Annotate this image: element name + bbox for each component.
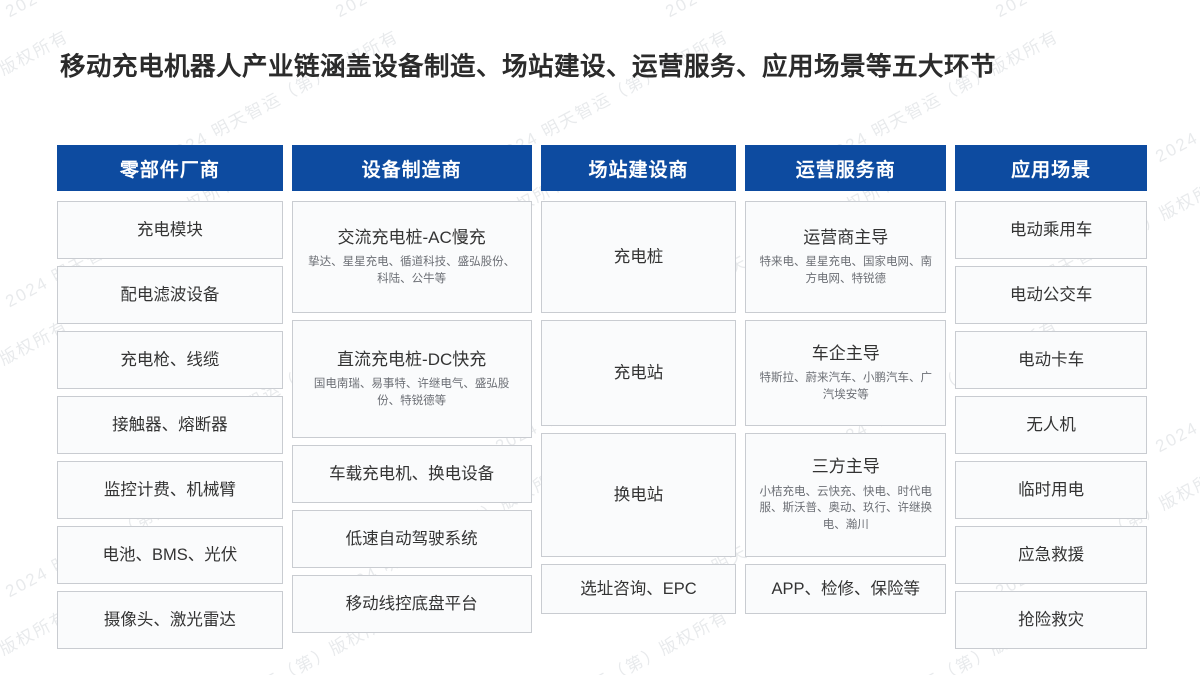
chain-column-equipment-manufacturers: 设备制造商 交流充电桩-AC慢充 挚达、星星充电、循道科技、盛弘股份、科陆、公牛… [291,145,532,649]
chain-cell[interactable]: 电动公交车 [955,266,1147,324]
chain-cell[interactable]: 直流充电桩-DC快充 国电南瑞、易事特、许继电气、盛弘股份、特锐德等 [291,320,532,438]
chain-cell[interactable]: 充电枪、线缆 [57,331,283,389]
cell-title: 电动公交车 [1009,285,1093,304]
chain-cell[interactable]: 临时用电 [955,461,1147,519]
industry-chain-grid: 零部件厂商 充电模块 配电滤波设备 充电枪、线缆 接触器、熔断器 监控计费、机械… [57,145,1147,649]
chain-cell[interactable]: 电动乘用车 [955,201,1147,259]
cell-title: 电动乘用车 [1009,220,1093,239]
chain-cell[interactable]: 三方主导 小桔充电、云快充、快电、时代电服、斯沃普、奥动、玖行、许继换电、瀚川 [745,433,947,557]
chain-cell[interactable]: 充电站 [540,320,737,426]
cell-title: 三方主导 [811,457,880,477]
chain-cell[interactable]: 低速自动驾驶系统 [291,510,532,568]
cell-title: 车企主导 [811,343,880,363]
chain-column-operation-service-providers: 运营服务商 运营商主导 特来电、星星充电、国家电网、南方电网、特锐德 车企主导 … [745,145,947,649]
cell-title: 电动卡车 [1018,350,1085,369]
cell-title: 车载充电机、换电设备 [329,464,495,483]
cell-title: 运营商主导 [803,227,889,247]
cell-title: 选址咨询、EPC [580,579,697,598]
chain-cell[interactable]: 充电模块 [57,201,283,259]
cell-title: 移动线控底盘平台 [345,594,478,613]
column-header-components-suppliers: 零部件厂商 [57,145,283,191]
cell-title: 监控计费、机械臂 [103,480,236,499]
cell-title: 配电滤波设备 [120,285,220,304]
chain-cell[interactable]: 抢险救灾 [955,591,1147,649]
chain-cell[interactable]: 车企主导 特斯拉、蔚来汽车、小鹏汽车、广汽埃安等 [745,320,947,426]
cell-title: 直流充电桩-DC快充 [337,349,487,369]
chain-cell[interactable]: 交流充电桩-AC慢充 挚达、星星充电、循道科技、盛弘股份、科陆、公牛等 [291,201,532,313]
chain-cell[interactable]: 无人机 [955,396,1147,454]
cell-title: 接触器、熔断器 [112,415,228,434]
cell-title: 摄像头、激光雷达 [103,610,236,629]
cell-title: 抢险救灾 [1018,610,1085,629]
chain-cell[interactable]: 车载充电机、换电设备 [291,445,532,503]
chain-cell[interactable]: 电动卡车 [955,331,1147,389]
column-header-application-scenarios: 应用场景 [955,145,1147,191]
cell-title: 充电枪、线缆 [120,350,220,369]
chain-cell[interactable]: 运营商主导 特来电、星星充电、国家电网、南方电网、特锐德 [745,201,947,313]
cell-title: 临时用电 [1018,480,1085,499]
cell-title: 低速自动驾驶系统 [345,529,478,548]
column-header-station-builders: 场站建设商 [540,145,737,191]
column-header-equipment-manufacturers: 设备制造商 [291,145,532,191]
chain-cell[interactable]: APP、检修、保险等 [745,564,947,614]
page-title: 移动充电机器人产业链涵盖设备制造、场站建设、运营服务、应用场景等五大环节 [60,53,997,81]
cell-title: APP、检修、保险等 [771,579,921,598]
chain-column-components-suppliers: 零部件厂商 充电模块 配电滤波设备 充电枪、线缆 接触器、熔断器 监控计费、机械… [57,145,283,649]
chain-column-application-scenarios: 应用场景 电动乘用车 电动公交车 电动卡车 无人机 临时用电 应急救援 抢险救灾 [955,145,1147,649]
cell-title: 应急救援 [1018,545,1085,564]
chain-cell[interactable]: 充电桩 [540,201,737,313]
chain-cell[interactable]: 摄像头、激光雷达 [57,591,283,649]
cell-title: 充电模块 [136,220,203,239]
chain-cell[interactable]: 移动线控底盘平台 [291,575,532,633]
cell-subtext: 挚达、星星充电、循道科技、盛弘股份、科陆、公牛等 [308,255,516,285]
cell-subtext: 特斯拉、蔚来汽车、小鹏汽车、广汽埃安等 [759,371,933,401]
cell-title: 无人机 [1026,415,1076,434]
cell-subtext: 小桔充电、云快充、快电、时代电服、斯沃普、奥动、玖行、许继换电、瀚川 [759,485,933,531]
chain-column-station-builders: 场站建设商 充电桩 充电站 换电站 选址咨询、EPC [540,145,737,649]
cell-subtext: 特来电、星星充电、国家电网、南方电网、特锐德 [759,255,933,285]
cell-title: 充电桩 [613,247,664,266]
chain-cell[interactable]: 换电站 [540,433,737,557]
chain-cell[interactable]: 应急救援 [955,526,1147,584]
column-header-operation-service-providers: 运营服务商 [745,145,947,191]
chain-cell[interactable]: 配电滤波设备 [57,266,283,324]
cell-title: 交流充电桩-AC慢充 [337,227,486,247]
cell-subtext: 国电南瑞、易事特、许继电气、盛弘股份、特锐德等 [313,377,510,407]
cell-title: 电池、BMS、光伏 [102,545,238,564]
cell-title: 换电站 [613,485,664,504]
cell-title: 充电站 [613,363,664,382]
chain-cell[interactable]: 监控计费、机械臂 [57,461,283,519]
chain-cell[interactable]: 电池、BMS、光伏 [57,526,283,584]
chain-cell[interactable]: 选址咨询、EPC [540,564,737,614]
chain-cell[interactable]: 接触器、熔断器 [57,396,283,454]
